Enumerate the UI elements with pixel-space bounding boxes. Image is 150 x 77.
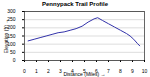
svg-text:250: 250 — [7, 16, 16, 23]
svg-text:9: 9 — [131, 68, 134, 74]
svg-text:50: 50 — [10, 49, 16, 55]
svg-text:2: 2 — [47, 68, 50, 74]
svg-text:1: 1 — [35, 68, 38, 74]
svg-text:0: 0 — [23, 68, 26, 74]
svg-text:300: 300 — [7, 8, 16, 14]
svg-text:Distance (Miles) →: Distance (Miles) → — [63, 71, 105, 77]
svg-text:10: 10 — [142, 68, 148, 74]
svg-text:200: 200 — [7, 24, 16, 31]
svg-text:7: 7 — [107, 68, 110, 74]
svg-text:150: 150 — [7, 32, 16, 39]
svg-text:8: 8 — [119, 68, 122, 74]
svg-text:100: 100 — [7, 40, 16, 47]
svg-text:3: 3 — [59, 68, 62, 74]
svg-text:Elevation (ft) →: Elevation (ft) → — [3, 19, 9, 53]
svg-text:0: 0 — [13, 57, 16, 63]
html-text:Pennypack Trail Profile: Pennypack Trail Profile — [42, 1, 108, 7]
